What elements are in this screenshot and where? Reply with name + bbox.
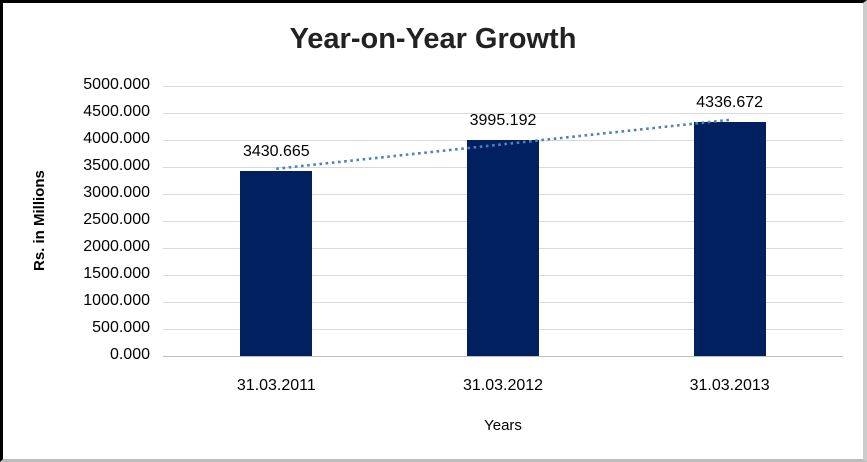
y-axis-tick-label: 3000.000 (83, 184, 150, 201)
x-axis-tick-label: 31.03.2012 (462, 377, 544, 394)
y-axis-tick-label: 3500.000 (83, 157, 150, 174)
y-axis-tick-label: 1500.000 (83, 265, 150, 282)
y-axis-tick-label: 2500.000 (83, 211, 150, 228)
x-axis-title: Years (484, 417, 522, 434)
y-axis-tick-label: 500.000 (92, 319, 150, 336)
y-axis-tick-label: 4500.000 (83, 103, 150, 120)
bar-data-label: 3430.665 (242, 142, 310, 160)
gridline (163, 85, 843, 87)
bar-31.03.2012 (467, 140, 539, 356)
gridline (163, 112, 843, 114)
trendline (276, 118, 730, 171)
x-axis-tick-label: 31.03.2011 (236, 377, 316, 394)
bar-31.03.2011 (240, 170, 313, 356)
chart-title: Year-on-Year Growth (289, 23, 577, 55)
x-axis-line (163, 355, 843, 357)
bar-31.03.2013 (693, 121, 766, 356)
bar-data-label: 3995.192 (469, 112, 537, 130)
y-axis-tick-label: 4000.000 (83, 130, 150, 147)
x-axis-tick-label: 31.03.2013 (689, 377, 770, 394)
bar-data-label: 4336.672 (696, 93, 764, 111)
y-axis-tick-label: 2000.000 (83, 238, 150, 255)
y-axis-tick-label: 5000.000 (83, 76, 150, 93)
y-axis-tick-label: 0.000 (109, 346, 150, 363)
gridline (163, 139, 843, 141)
plot-area: 3430.665 3995.192 4336.672 (163, 85, 843, 357)
y-axis-tick-label: 1000.000 (83, 292, 150, 309)
